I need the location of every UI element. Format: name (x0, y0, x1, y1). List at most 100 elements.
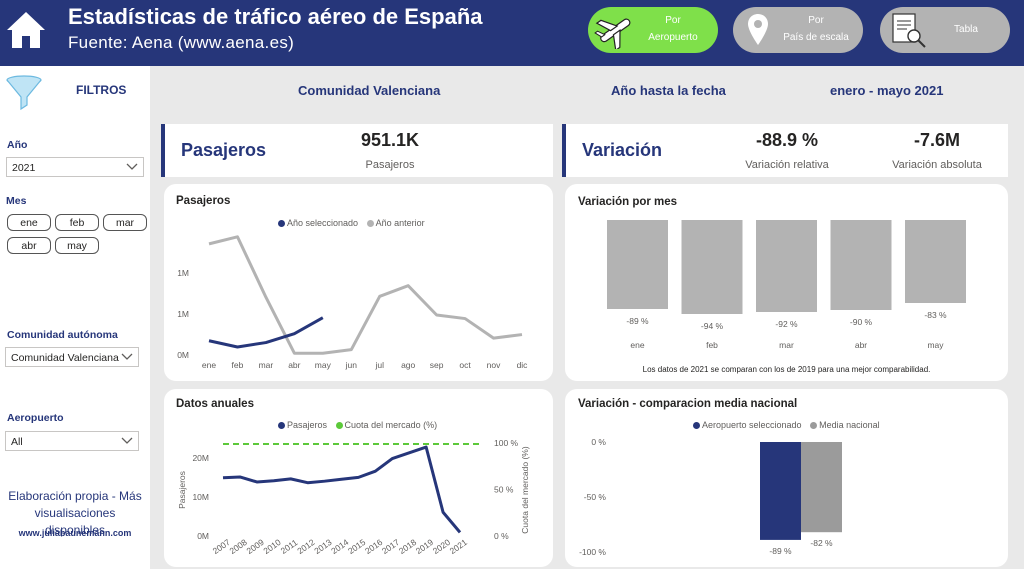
y2-tick-label: 100 % (494, 438, 519, 448)
selected-region-label: Comunidad Valenciana (298, 83, 441, 98)
legend-label: Pasajeros (287, 420, 328, 430)
passengers-chart-title: Pasajeros (176, 195, 231, 207)
airport-select-value: All (11, 436, 23, 448)
x-tick-label: jul (374, 360, 384, 370)
bar (830, 220, 892, 310)
x-tick-label: mar (259, 360, 274, 370)
region-filter-label: Comunidad autónoma (7, 329, 118, 341)
nav-by-country-label-2: País de escala (783, 32, 849, 43)
legend-swatch (278, 220, 285, 228)
month-chip-ene[interactable]: ene (7, 214, 51, 231)
x-tick-label: abr (288, 360, 300, 370)
x-tick-label: may (315, 360, 332, 370)
y-tick-label: 0 % (591, 437, 606, 447)
legend-swatch (693, 422, 700, 430)
legend-label: Media nacional (819, 420, 880, 430)
legend-label: Año anterior (375, 218, 425, 228)
national-comparison-chart-card: Variación - comparacion media nacional A… (565, 389, 1008, 567)
chevron-down-icon (126, 163, 138, 170)
bar-data-label: -90 % (850, 317, 873, 327)
x-tick-label: 2021 (448, 537, 469, 556)
passengers-line (222, 445, 462, 534)
airplane-icon (594, 18, 631, 49)
month-chip-abr[interactable]: abr (7, 237, 51, 254)
comparison-note: Los datos de 2021 se comparan con los de… (642, 365, 931, 374)
x-tick-label: ago (401, 360, 415, 370)
nav-table-label: Tabla (954, 24, 978, 35)
kpi-passengers-caption: Pasajeros (365, 159, 415, 171)
kpi-variation-card: Variación -88.9 % Variación relativa -7.… (562, 124, 1008, 177)
legend-swatch (278, 422, 285, 430)
document-search-icon (892, 13, 926, 48)
month-filter-label: Mes (6, 195, 27, 207)
nav-by-country-button[interactable]: Por País de escala (733, 7, 863, 53)
y2-tick-label: 50 % (494, 485, 514, 495)
bar (607, 220, 668, 309)
kpi-absolute-caption: Variación absoluta (892, 159, 982, 171)
x-tick-label: jun (345, 360, 358, 370)
y-tick-label: 20M (192, 453, 209, 463)
website-link[interactable]: www.juliabaunemann.com (18, 528, 132, 538)
y-tick-label: 1M (177, 268, 189, 278)
annual-data-chart-title: Datos anuales (176, 398, 254, 410)
kpi-passengers-value: 951.1K (360, 130, 420, 150)
x-tick-label: abr (855, 340, 867, 350)
monthly-variation-chart-card: Variación por mes -89 % ene -94 % feb -92 % m… (565, 184, 1008, 381)
annual-data-chart-legend: Pasajeros Cuota del mercado (%) (278, 420, 437, 430)
page-subtitle: Fuente: Aena (www.aena.es) (68, 33, 295, 52)
region-select[interactable]: Comunidad Valenciana (5, 347, 139, 367)
bar (681, 220, 743, 314)
bar (905, 220, 966, 303)
month-chip-may[interactable]: may (55, 237, 99, 254)
home-icon[interactable] (6, 10, 46, 50)
monthly-variation-bar-chart: -89 % ene -94 % feb -92 % mar -90 % abr -83 % may (607, 220, 966, 350)
bar (760, 442, 801, 540)
location-pin-icon (748, 14, 768, 45)
y-tick-label: 1M (177, 309, 189, 319)
nav-table-button[interactable]: Tabla (880, 7, 1010, 53)
x-tick-label: ene (630, 340, 644, 350)
chevron-down-icon (121, 437, 133, 444)
x-tick-label: dic (517, 360, 529, 370)
legend-label: Cuota del mercado (%) (344, 420, 438, 430)
airport-select[interactable]: All (5, 431, 139, 451)
bar-data-label: -89 % (769, 546, 792, 556)
nav-by-airport-label-2: Aeropuerto (648, 32, 698, 43)
x-tick-label: feb (706, 340, 718, 350)
legend-label: Aeropuerto seleccionado (702, 420, 802, 430)
x-tick-label: ene (202, 360, 216, 370)
region-select-value: Comunidad Valenciana (11, 352, 119, 364)
national-comparison-legend: Aeropuerto seleccionado Media nacional (693, 420, 880, 430)
nav-by-airport-button[interactable]: Por Aeropuerto (588, 7, 718, 53)
page-title: Estadísticas de tráfico aéreo de España (68, 4, 483, 29)
chevron-down-icon (121, 353, 133, 360)
airport-filter-label: Aeropuerto (7, 412, 64, 424)
bar (756, 220, 817, 312)
y-tick-label: 0M (197, 531, 209, 541)
bar-data-label: -89 % (626, 316, 649, 326)
y2-axis-title: Cuota del mercado (%) (520, 446, 530, 534)
x-tick-label: mar (779, 340, 794, 350)
kpi-relative-caption: Variación relativa (745, 159, 829, 171)
national-comparison-bar-chart: 0 % -50 % -100 % -89 % -82 % (579, 437, 842, 557)
x-tick-label: sep (430, 360, 444, 370)
bar-data-label: -83 % (924, 310, 947, 320)
credit-text: Elaboración propia - Más visualisaciones… (8, 489, 142, 537)
x-tick-label: feb (232, 360, 244, 370)
month-chip-mar[interactable]: mar (103, 214, 147, 231)
period-label: Año hasta la fecha (611, 83, 726, 98)
month-chip-feb[interactable]: feb (55, 214, 99, 231)
filters-sidebar (0, 66, 150, 569)
year-select[interactable]: 2021 (6, 157, 144, 177)
y-axis-title: Pasajeros (177, 471, 187, 509)
bar-data-label: -92 % (775, 319, 798, 329)
legend-label: Año seleccionado (287, 218, 359, 228)
kpi-variation-title: Variación (582, 140, 663, 160)
x-tick-label: may (927, 340, 944, 350)
bar-data-label: -82 % (810, 538, 833, 548)
monthly-variation-chart-title: Variación por mes (578, 196, 678, 208)
series-line (208, 235, 523, 355)
legend-swatch (810, 422, 818, 430)
bar-data-label: -94 % (701, 321, 724, 331)
